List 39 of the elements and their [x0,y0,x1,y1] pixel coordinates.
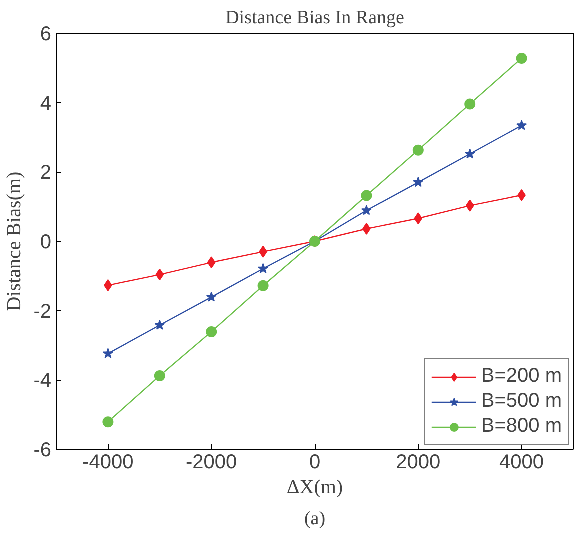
x-axis-title: ΔX(m) [286,476,344,498]
x-tick-label: 4000 [500,452,544,474]
legend-label: B=200 m [481,365,562,388]
point [361,205,372,216]
x-tick-label: -4000 [82,452,134,474]
y-tick-label: 4 [40,92,52,115]
point [206,326,218,338]
y-tick-label: 0 [40,232,52,254]
point [154,320,166,330]
y-tick-label: -4 [34,370,52,392]
point [156,268,164,281]
x-tick-label: 0 [309,452,321,474]
y-tick-label: 2 [40,162,52,184]
point [464,148,476,159]
point [154,370,166,382]
point [412,144,424,156]
point [206,292,217,302]
point [207,256,216,269]
chart-title: Distance Bias In Range [226,8,404,28]
y-tick-label: -6 [34,440,52,462]
point [258,280,269,292]
y-tick-label: -2 [34,300,52,323]
legend-label: B=500 m [481,390,562,413]
x-tick-label: 2000 [396,452,441,474]
y-axis-title: Distance Bias(m) [4,172,26,312]
point [466,200,474,212]
point [102,416,114,428]
x-tick-label: -2000 [186,452,238,474]
text: (a) [304,508,326,530]
legend-label: B=800 m [481,415,562,438]
point [102,348,114,358]
point [516,120,528,130]
point [258,263,269,274]
point [516,52,528,64]
point [361,190,372,202]
point [464,98,476,110]
point [413,177,424,188]
y-tick-label: 6 [40,24,52,46]
point [414,212,423,225]
